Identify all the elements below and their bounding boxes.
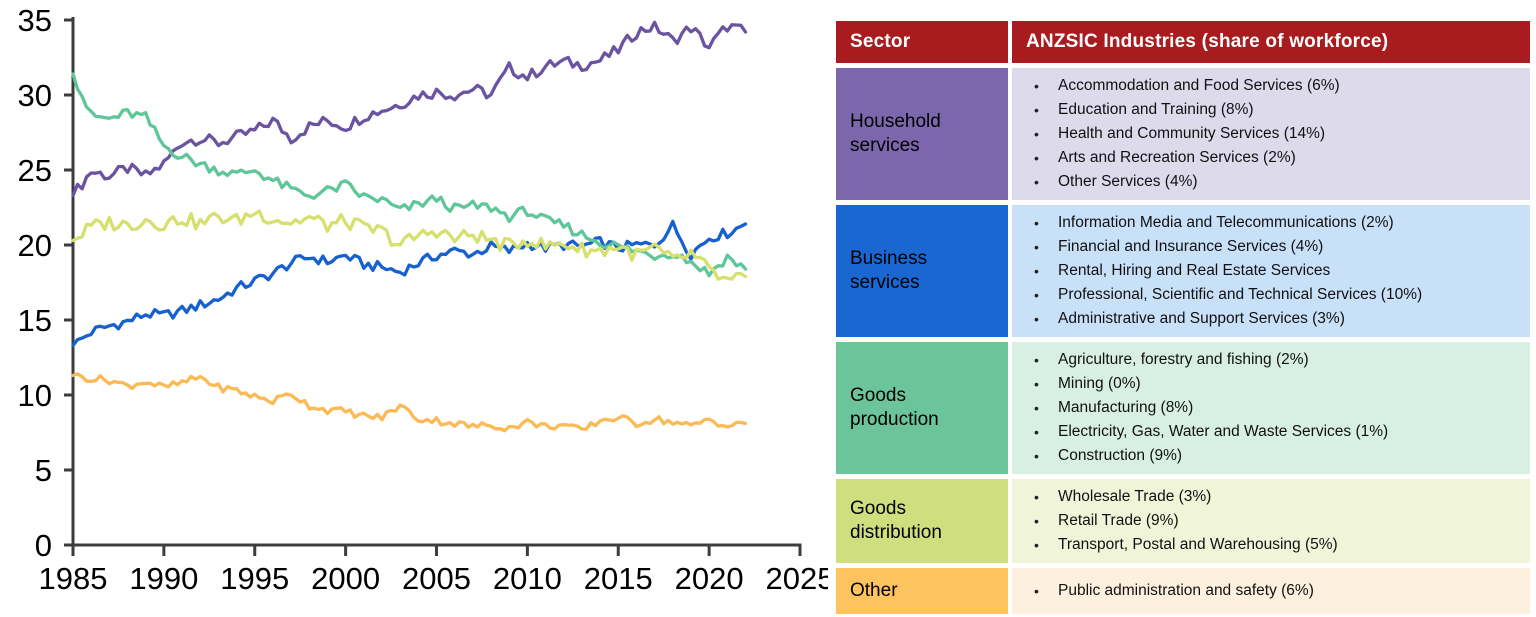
industry-item: Financial and Insurance Services (4%) [1026,235,1422,259]
anzsic-sector-table: Sector ANZSIC Industries (share of workf… [836,21,1532,614]
x-tick-label: 1995 [220,561,289,596]
sector-label: Goods production [850,385,939,430]
sector-label: Other [850,580,898,601]
line-other [71,372,748,433]
y-tick-label: 25 [18,153,52,188]
y-tick-label: 30 [18,78,52,113]
x-tick-label: 2025 [766,561,828,596]
sector-label: Goods distribution [850,498,942,543]
industry-item: Electricity, Gas, Water and Waste Servic… [1026,420,1388,444]
sector-label: Business services [850,248,928,293]
line-business-services [71,219,748,348]
industry-item: Information Media and Telecommunications… [1026,211,1422,235]
x-tick-label: 1990 [129,561,198,596]
y-tick-label: 10 [18,378,52,413]
industry-item: Wholesale Trade (3%) [1026,485,1338,509]
industries-cell-goods-production: Agriculture, forestry and fishing (2%)Mi… [1012,342,1530,474]
sector-cell-goods-distribution: Goods distribution [836,479,1008,563]
sector-cell-business-services: Business services [836,205,1008,337]
employment-share-line-chart: 0 5 10 15 20 25 30 35 1985 1990 1995 2000 2005 2010 20… [18,3,835,596]
x-tick-label: 2020 [675,561,744,596]
x-tick-label: 2010 [493,561,562,596]
industry-item: Construction (9%) [1026,444,1388,468]
industry-list: Public administration and safety (6%) [1026,579,1314,603]
industry-item: Professional, Scientific and Technical S… [1026,283,1422,307]
industries-cell-household-services: Accommodation and Food Services (6%)Educ… [1012,68,1530,200]
line-goods-distribution [71,209,748,281]
sector-label: Household services [850,111,941,156]
industries-cell-business-services: Information Media and Telecommunications… [1012,205,1530,337]
line-household-services [71,20,748,198]
industries-cell-goods-distribution: Wholesale Trade (3%)Retail Trade (9%)Tra… [1012,479,1530,563]
industry-item: Retail Trade (9%) [1026,509,1338,533]
industries-cell-other: Public administration and safety (6%) [1012,568,1530,614]
industry-item: Arts and Recreation Services (2%) [1026,146,1340,170]
x-tick-label: 2005 [402,561,471,596]
industry-item: Other Services (4%) [1026,170,1340,194]
x-tick-label: 2000 [311,561,380,596]
y-tick-label: 0 [35,528,52,563]
industry-list: Agriculture, forestry and fishing (2%)Mi… [1026,348,1388,468]
industry-item: Manufacturing (8%) [1026,396,1388,420]
sector-cell-household-services: Household services [836,68,1008,200]
industry-list: Accommodation and Food Services (6%)Educ… [1026,74,1340,194]
industry-item: Agriculture, forestry and fishing (2%) [1026,348,1388,372]
industry-item: Education and Training (8%) [1026,98,1340,122]
x-tick-label: 1985 [39,561,108,596]
y-tick-label: 20 [18,228,52,263]
industry-item: Health and Community Services (14%) [1026,122,1340,146]
industry-list: Information Media and Telecommunications… [1026,211,1422,331]
industry-item: Rental, Hiring and Real Estate Services [1026,259,1422,283]
industry-item: Transport, Postal and Warehousing (5%) [1026,533,1338,557]
industry-item: Accommodation and Food Services (6%) [1026,74,1340,98]
industry-list: Wholesale Trade (3%)Retail Trade (9%)Tra… [1026,485,1338,557]
x-tick-label: 2015 [584,561,653,596]
table-grid: Sector ANZSIC Industries (share of workf… [836,21,1532,614]
line-goods-production [71,72,748,278]
industry-item: Administrative and Support Services (3%) [1026,307,1422,331]
sector-cell-goods-production: Goods production [836,342,1008,474]
industry-item: Mining (0%) [1026,372,1388,396]
table-header-sector: Sector [836,21,1008,63]
y-tick-label: 35 [18,3,52,38]
table-header-industries: ANZSIC Industries (share of workforce) [1012,21,1530,63]
industry-item: Public administration and safety (6%) [1026,579,1314,603]
y-tick-label: 15 [18,303,52,338]
sector-cell-other: Other [836,568,1008,614]
y-tick-label: 5 [35,453,52,488]
